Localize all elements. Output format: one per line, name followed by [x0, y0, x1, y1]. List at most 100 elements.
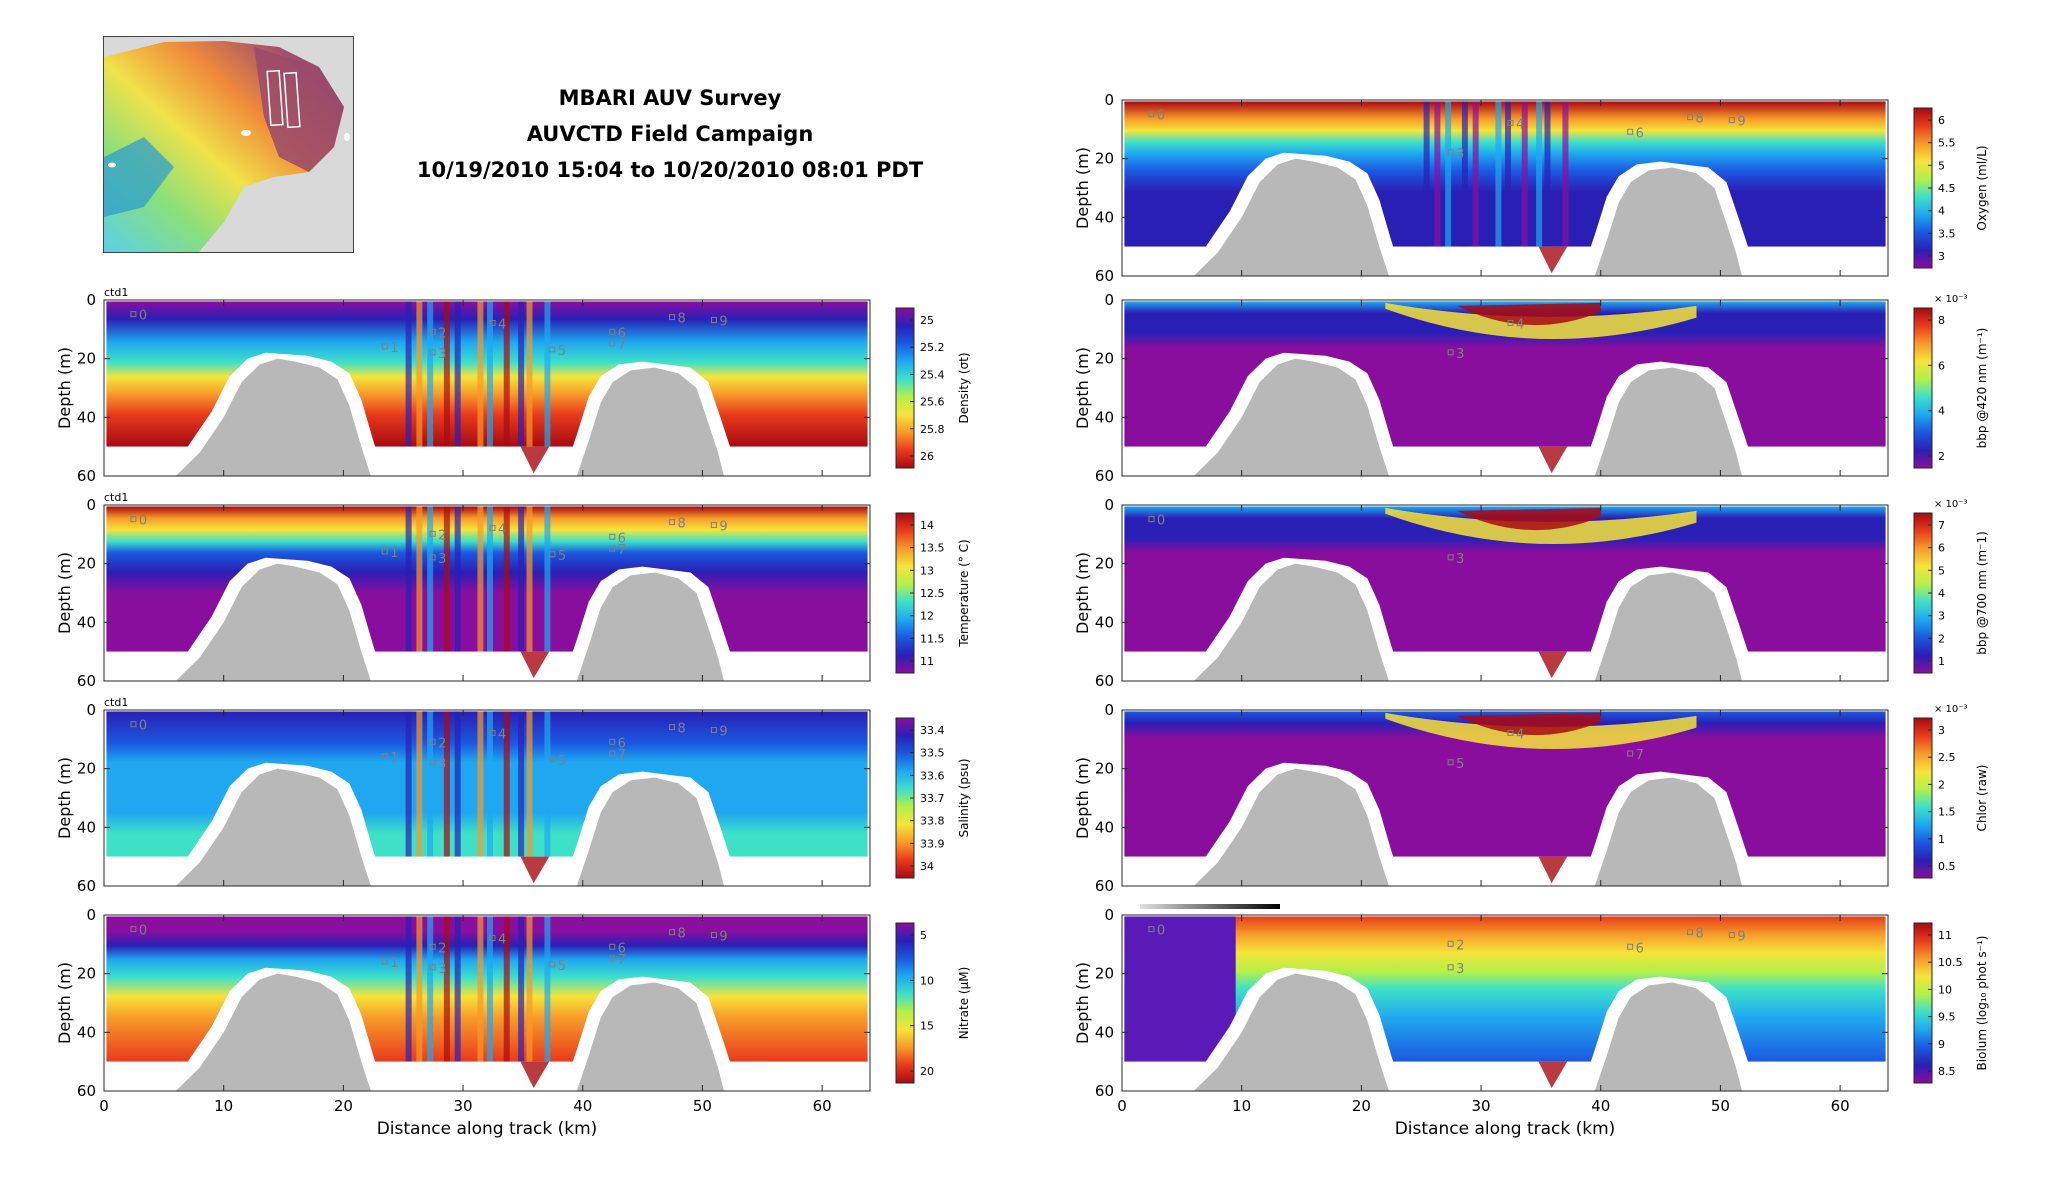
profile-marker-label: 8 — [1696, 927, 1704, 942]
profile-streak — [487, 916, 493, 1062]
scale-strip — [1140, 904, 1280, 909]
profile-marker — [549, 346, 556, 353]
profile-marker — [1148, 111, 1155, 118]
colorbar-label: Biolum (log₁₀ phot s⁻¹) — [1975, 936, 1989, 1071]
y-tick-label: 60 — [77, 672, 96, 690]
profile-marker-label: 5 — [1456, 757, 1464, 772]
y-tick-label: 60 — [1095, 877, 1114, 895]
colorbar-label: bbp @700 nm (m⁻1) — [1975, 531, 1989, 655]
y-tick-label: 20 — [77, 350, 96, 368]
bathymetry-seamount — [576, 777, 724, 886]
bathymetry-seamount — [576, 367, 724, 476]
plot-frame — [1121, 914, 1889, 1092]
profile-marker-label: 9 — [719, 315, 727, 330]
profile-streak — [443, 301, 450, 447]
y-tick-label: 40 — [77, 818, 96, 836]
profile-streak — [477, 916, 484, 1062]
profile-streak — [544, 506, 551, 652]
profile-marker-label: 3 — [1456, 347, 1464, 362]
profile-streak — [503, 916, 510, 1062]
profile-streak — [1423, 101, 1430, 247]
profile-streak — [487, 506, 493, 652]
profile-marker-label: 3 — [1456, 962, 1464, 977]
profile-marker — [1447, 349, 1454, 356]
colorbar-label: Oxygen (ml/L) — [1975, 145, 1989, 230]
bloom-core — [1457, 302, 1601, 326]
profile-streak — [427, 301, 434, 447]
panel-label: ctd1 — [104, 696, 128, 709]
y-axis-label: Depth (m) — [55, 347, 74, 429]
colorbar-tick-label: 5.5 — [1938, 137, 1956, 150]
colorbar-tick-label: 11.5 — [920, 632, 945, 645]
profile-marker-label: 0 — [1157, 514, 1165, 529]
y-tick-label: 20 — [1095, 760, 1114, 778]
chart-panel-nitrate: 0 1 2 3 4 5 67 8 9 0 20 40 60 Depth (m) 0 10 20 30 40 50 60 D… — [55, 906, 971, 1139]
profile-streak — [503, 301, 510, 447]
y-tick-label: 0 — [1104, 496, 1114, 514]
colorbar-tick-label: 20 — [920, 1065, 934, 1078]
colorbar-tick-label: 6 — [1938, 114, 1945, 127]
profile-marker-label: 8 — [1696, 112, 1704, 127]
profile-marker-label: 6 — [618, 736, 626, 751]
profile-streak — [405, 916, 412, 1062]
y-tick-label: 40 — [77, 613, 96, 631]
profile-streak — [518, 301, 525, 447]
colorbar — [1913, 717, 1933, 879]
colorbar-tick-label: 5 — [920, 929, 927, 942]
bloom-core — [1457, 712, 1601, 736]
profile-marker — [381, 548, 388, 555]
profile-marker — [710, 522, 717, 529]
profile-marker — [429, 759, 436, 766]
bathymetry-seamount — [576, 982, 724, 1091]
profile-streak — [1521, 101, 1528, 247]
profile-marker-label: 4 — [498, 932, 506, 947]
profile-streak — [526, 711, 533, 857]
title-line-2: AUVCTD Field Campaign — [526, 122, 814, 146]
colorbar-tick-label: 14 — [920, 519, 934, 532]
y-tick-label: 0 — [86, 496, 96, 514]
profile-marker-label: 4 — [1516, 117, 1524, 132]
profile-streak — [526, 301, 533, 447]
profile-streak — [454, 916, 461, 1062]
colorbar — [1913, 922, 1933, 1084]
profile-marker — [1447, 759, 1454, 766]
profile-streak — [454, 711, 461, 857]
profile-marker — [1507, 119, 1514, 126]
y-tick-label: 40 — [1095, 208, 1114, 226]
y-axis-label: Depth (m) — [55, 962, 74, 1044]
colorbar-tick-label: 15 — [920, 1020, 934, 1033]
trench-notch — [520, 651, 550, 679]
bathymetry-seamount — [1193, 563, 1389, 681]
profile-marker — [1627, 128, 1634, 135]
colorbar-tick-label: 25 — [920, 314, 934, 327]
profile-streak — [405, 711, 412, 857]
y-tick-label: 60 — [1095, 267, 1114, 285]
profile-marker — [429, 530, 436, 537]
x-tick-label: 60 — [813, 1097, 832, 1115]
colorbar-label: Density (σt) — [957, 352, 971, 423]
profile-marker-label: 4 — [1516, 727, 1524, 742]
profile-marker — [130, 721, 137, 728]
x-tick-label: 50 — [1711, 1097, 1730, 1115]
profile-marker-label: 8 — [678, 312, 686, 327]
profile-marker — [549, 551, 556, 558]
y-tick-label: 60 — [1095, 672, 1114, 690]
plot-frame — [1121, 299, 1889, 477]
y-tick-label: 0 — [1104, 701, 1114, 719]
profile-marker-label: 2 — [438, 326, 446, 341]
profile-marker — [609, 955, 616, 962]
colorbar-tick-label: 6 — [1938, 542, 1945, 555]
chart-panel-density: 0 1 2 3 4 5 67 8 9 ctd1 0 20 40 60 Depth (m) 25 25.2 25.4… — [55, 286, 971, 485]
profile-streak — [503, 711, 510, 857]
bathymetry-seamount — [175, 358, 371, 476]
profile-marker-label: 1 — [390, 341, 398, 356]
profile-marker-label: 0 — [1157, 924, 1165, 939]
profile-marker — [429, 738, 436, 745]
x-axis-label: Distance along track (km) — [1395, 1119, 1616, 1139]
colorbar-tick-label: 25.6 — [920, 396, 945, 409]
profile-streak — [443, 506, 450, 652]
profile-marker-label: 2 — [1456, 938, 1464, 953]
profile-marker — [381, 753, 388, 760]
profile-marker-label: 8 — [678, 722, 686, 737]
